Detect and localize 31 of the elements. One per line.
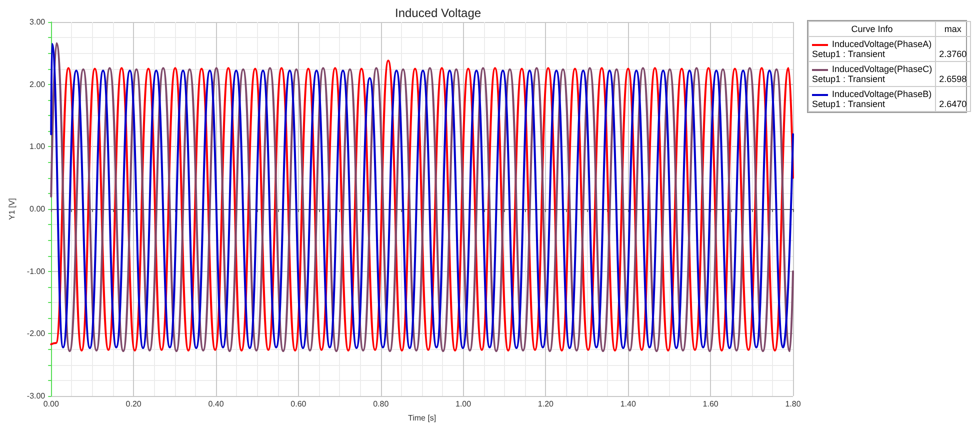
x-axis-title: Time [s] [408,414,436,422]
x-tick-label: 1.60 [702,400,719,408]
text: 2.6598 [936,62,970,86]
x-tick-label: 0.80 [373,400,390,408]
text: 2.3760 [936,36,970,62]
x-tick-label: 0.20 [126,400,142,408]
x-tick-label: 0.60 [290,400,307,408]
x-tick-label: 1.80 [785,400,802,408]
text: 2.6470 [936,86,970,112]
y-tick-label: -1.00 [26,266,46,276]
y-tick-label: 1.00 [30,142,46,152]
y-tick-label: 2.00 [30,80,46,89]
x-tick-label: 0.00 [43,400,60,408]
y-tick-label: -2.00 [26,329,46,338]
text: Setup1 : Transient [812,49,886,59]
legend-title: Curve Info [808,22,936,36]
y-axis-title: Y1 [V] [8,198,16,220]
chart-title: Induced Voltage [395,6,482,20]
y-tick-label: 0.00 [30,204,46,214]
x-tick-label: 0.40 [208,400,224,408]
y-tick-label: 3.00 [30,18,46,26]
legend-label: InducedVoltage(PhaseA) [832,39,932,49]
text: Setup1 : Transient [812,74,886,84]
text: max [936,22,970,36]
y-tick-label: -3.00 [26,392,46,400]
legend-label: InducedVoltage(PhaseC) [832,64,932,74]
x-tick-label: 1.40 [620,400,636,408]
x-tick-label: 1.20 [538,400,554,408]
x-tick-label: 1.00 [455,400,472,408]
legend-label: InducedVoltage(PhaseB) [832,89,932,99]
text: Setup1 : Transient [812,99,886,109]
